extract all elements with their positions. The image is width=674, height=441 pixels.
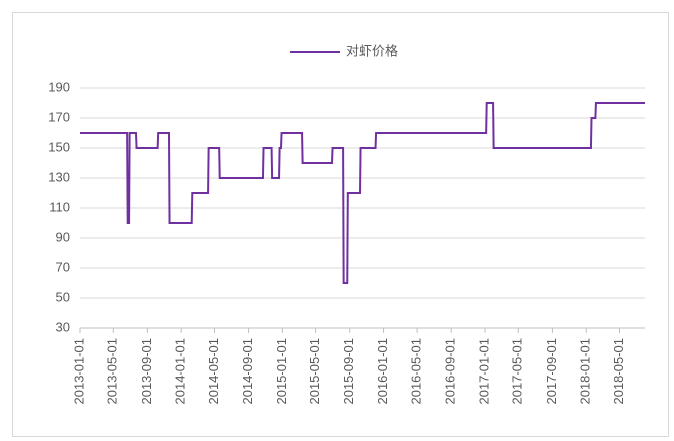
chart-border <box>12 12 669 437</box>
x-tick-label: 2013-01-01 <box>71 338 86 405</box>
x-tick-label: 2016-01-01 <box>375 338 390 405</box>
y-tick-label: 150 <box>48 139 70 154</box>
y-tick-label: 130 <box>48 169 70 184</box>
x-tick-label: 2016-05-01 <box>409 338 424 405</box>
y-tick-label: 70 <box>56 259 70 274</box>
x-tick-label: 2017-05-01 <box>510 338 525 405</box>
x-tick-label: 2015-01-01 <box>274 338 289 405</box>
x-tick-label: 2018-01-01 <box>578 338 593 405</box>
x-tick-label: 2014-01-01 <box>173 338 188 405</box>
x-tick-label: 2017-09-01 <box>544 338 559 405</box>
x-tick-label: 2013-09-01 <box>139 338 154 405</box>
y-tick-label: 50 <box>56 289 70 304</box>
x-tick-label: 2013-05-01 <box>105 338 120 405</box>
x-tick-label: 2016-09-01 <box>443 338 458 405</box>
x-tick-label: 2014-09-01 <box>240 338 255 405</box>
x-tick-label: 2017-01-01 <box>476 338 491 405</box>
y-tick-label: 30 <box>56 319 70 334</box>
legend-label: 对虾价格 <box>346 43 398 58</box>
x-tick-label: 2014-05-01 <box>206 338 221 405</box>
data-line <box>80 102 645 284</box>
y-tick-label: 190 <box>48 79 70 94</box>
x-tick-label: 2015-09-01 <box>341 338 356 405</box>
x-tick-label: 2015-05-01 <box>307 338 322 405</box>
y-tick-label: 170 <box>48 109 70 124</box>
x-tick-label: 2018-05-01 <box>611 338 626 405</box>
y-tick-label: 110 <box>49 199 70 214</box>
y-tick-label: 90 <box>56 229 70 244</box>
